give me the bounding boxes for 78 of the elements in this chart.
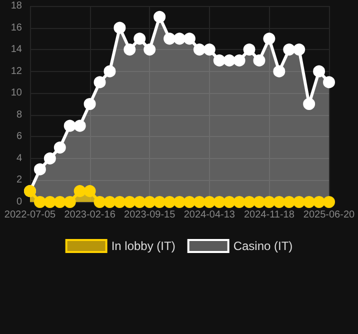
point xyxy=(183,32,196,45)
point xyxy=(74,120,86,132)
y-tick-label: 2 xyxy=(16,174,22,186)
point xyxy=(94,76,106,88)
point xyxy=(193,196,206,208)
y-tick-label: 8 xyxy=(16,109,22,120)
point xyxy=(174,196,186,208)
point xyxy=(313,196,326,208)
point xyxy=(54,142,66,154)
point xyxy=(54,196,66,208)
legend-label: Casino (IT) xyxy=(233,239,293,253)
point xyxy=(243,44,256,56)
point xyxy=(223,54,236,66)
point xyxy=(114,196,126,208)
point xyxy=(174,32,186,45)
x-tick-label: 2022-07-05 xyxy=(4,210,56,220)
point xyxy=(134,32,146,45)
x-tick-label: 2025-06-20 xyxy=(303,210,356,220)
point xyxy=(64,196,76,208)
point xyxy=(323,76,335,88)
point xyxy=(273,196,286,208)
point xyxy=(273,65,286,78)
point xyxy=(144,44,156,56)
point xyxy=(104,196,116,208)
point xyxy=(233,54,246,66)
point xyxy=(34,196,46,208)
y-tick-label: 0 xyxy=(16,196,22,208)
point xyxy=(293,44,306,56)
point xyxy=(303,98,316,110)
point xyxy=(193,44,206,56)
point xyxy=(203,196,216,208)
point xyxy=(213,196,226,208)
point xyxy=(44,152,56,164)
y-tick-label: 18 xyxy=(10,0,22,12)
point xyxy=(124,196,136,208)
point xyxy=(253,196,266,208)
point xyxy=(253,54,266,66)
point xyxy=(154,10,166,23)
point xyxy=(114,22,126,34)
y-tick-label: 6 xyxy=(16,131,22,142)
point xyxy=(263,196,276,208)
point xyxy=(283,196,296,208)
y-tick-label: 10 xyxy=(10,88,22,99)
point xyxy=(303,196,316,208)
x-tick-label: 2023-02-16 xyxy=(64,210,116,220)
point xyxy=(104,65,116,78)
point xyxy=(84,98,96,110)
point xyxy=(283,44,296,56)
point xyxy=(183,196,196,208)
point xyxy=(74,185,86,198)
point xyxy=(263,32,276,45)
point xyxy=(134,196,146,208)
point xyxy=(313,65,326,78)
point xyxy=(164,196,176,208)
point xyxy=(34,163,46,176)
point xyxy=(293,196,306,208)
y-tick-label: 12 xyxy=(10,66,22,77)
point xyxy=(323,196,335,208)
point xyxy=(233,196,246,208)
point xyxy=(164,32,176,45)
x-tick-label: 2023-09-15 xyxy=(124,210,176,220)
y-tick-label: 14 xyxy=(10,44,22,56)
point xyxy=(144,196,156,208)
point xyxy=(223,196,236,208)
point xyxy=(154,196,166,208)
point xyxy=(84,185,96,198)
x-tick-label: 2024-11-18 xyxy=(244,210,295,220)
point xyxy=(243,196,256,208)
x-tick-label: 2024-04-13 xyxy=(184,210,236,220)
point xyxy=(203,44,216,56)
point xyxy=(213,54,226,66)
y-tick-label: 4 xyxy=(16,152,22,164)
point xyxy=(124,44,136,56)
point xyxy=(94,196,106,208)
point xyxy=(44,196,56,208)
y-tick-label: 16 xyxy=(10,22,22,34)
legend-label: In lobby (IT) xyxy=(111,239,176,253)
point xyxy=(64,120,76,132)
